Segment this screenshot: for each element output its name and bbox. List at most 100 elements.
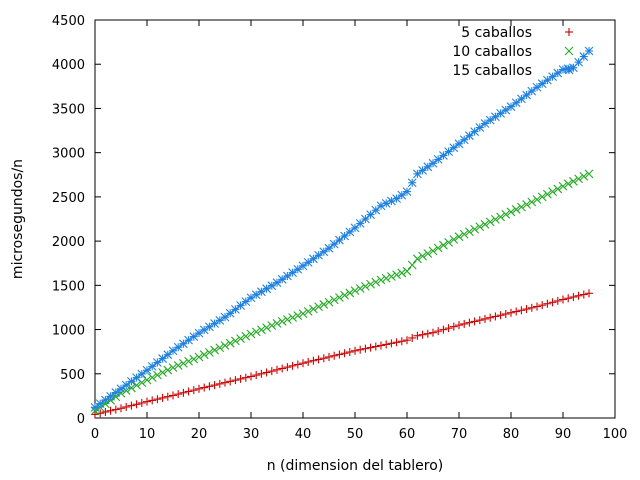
data-point (481, 314, 489, 323)
data-point (325, 352, 333, 361)
data-point (506, 102, 516, 112)
series-layer (90, 46, 594, 419)
data-point (408, 333, 417, 342)
data-point (465, 131, 474, 141)
data-point (428, 246, 438, 256)
data-point (475, 316, 484, 325)
data-point (543, 189, 552, 199)
x-tick-label: 80 (503, 427, 520, 442)
data-point (329, 239, 339, 249)
x-axis-label: n (dimension del tablero) (267, 458, 444, 474)
data-point (428, 158, 438, 168)
data-point (366, 343, 375, 352)
data-point (309, 254, 318, 264)
data-point (403, 336, 411, 345)
data-point (335, 350, 344, 359)
data-point (293, 264, 303, 274)
data-point (553, 296, 562, 305)
y-tick-label: 2000 (52, 235, 85, 250)
data-point (247, 372, 255, 381)
data-point (407, 260, 417, 270)
data-point (371, 342, 380, 351)
data-point (569, 176, 578, 186)
data-point (189, 386, 198, 395)
data-point (579, 171, 589, 181)
data-point (397, 190, 407, 200)
data-point (459, 135, 469, 145)
y-tick-label: 1000 (52, 324, 85, 339)
data-point (439, 151, 448, 160)
data-point (148, 396, 157, 405)
data-point (558, 181, 568, 191)
data-point (324, 243, 334, 253)
data-point (127, 376, 136, 386)
data-point (231, 376, 240, 385)
data-point (241, 331, 251, 341)
data-point (257, 369, 266, 378)
data-point (392, 270, 401, 280)
data-point (485, 217, 495, 227)
y-tick-label: 1500 (52, 279, 85, 294)
data-point (335, 293, 344, 302)
data-point (127, 401, 136, 410)
data-point (511, 98, 521, 108)
data-point (117, 404, 125, 413)
data-point (158, 354, 167, 363)
data-point (169, 391, 177, 400)
axis-tick-labels: 0 10 20 30 40 50 60 70 80 90 100050010001500200025… (52, 14, 628, 442)
data-point (200, 383, 209, 392)
data-point (101, 395, 110, 405)
y-tick-label: 3000 (52, 147, 85, 162)
data-point (579, 290, 588, 299)
data-point (356, 345, 365, 354)
data-point (465, 227, 474, 237)
legend-marker (564, 65, 574, 75)
data-point (470, 317, 479, 326)
data-point (475, 222, 485, 232)
data-point (179, 388, 188, 397)
data-point (517, 94, 526, 104)
data-point (303, 257, 313, 267)
data-point (491, 312, 500, 321)
data-point (303, 306, 313, 316)
data-point (231, 336, 240, 346)
data-point (184, 335, 193, 345)
data-point (252, 371, 261, 380)
data-point (470, 127, 479, 137)
data-point (345, 227, 355, 237)
data-point (330, 351, 339, 360)
data-point (132, 400, 141, 409)
data-point (340, 231, 349, 241)
data-point (387, 339, 396, 348)
data-point (241, 373, 250, 382)
data-point (95, 399, 105, 409)
data-point (158, 368, 167, 377)
data-point (272, 318, 282, 328)
data-point (345, 348, 354, 357)
data-point (132, 373, 141, 383)
data-point (512, 307, 521, 316)
data-point (205, 382, 214, 391)
data-point (272, 278, 282, 288)
data-point (585, 289, 593, 298)
data-point (163, 365, 173, 375)
data-point (142, 375, 152, 385)
data-point (376, 275, 386, 285)
data-point (329, 295, 339, 305)
data-point (538, 301, 547, 310)
data-point (288, 268, 297, 277)
data-point (163, 350, 173, 360)
data-point (553, 184, 563, 194)
x-tick-label: 30 (243, 427, 260, 442)
data-point (335, 235, 344, 245)
data-point (382, 340, 391, 349)
data-point (522, 305, 531, 314)
data-point (371, 277, 381, 287)
data-point (236, 301, 245, 310)
data-point (205, 347, 214, 357)
data-point (153, 358, 162, 367)
data-point (449, 322, 458, 331)
data-point (402, 266, 412, 276)
data-point (340, 349, 349, 358)
data-point (241, 297, 251, 306)
